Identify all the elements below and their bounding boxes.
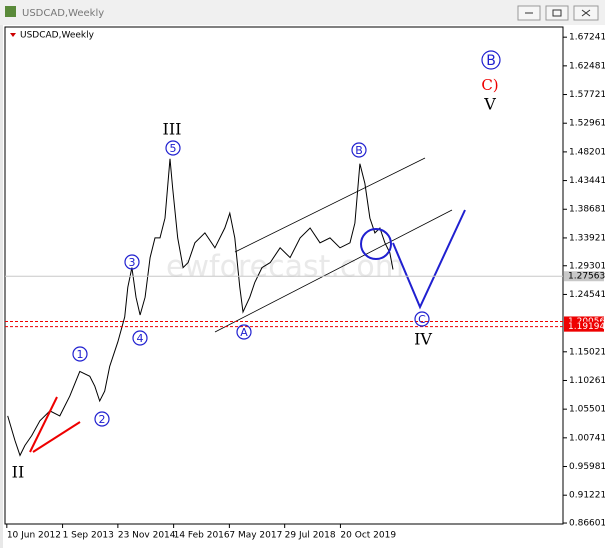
highlight-circle (360, 228, 392, 260)
y-tick-label: 1.00741 (569, 433, 605, 443)
wave-circle (94, 411, 110, 427)
price-level-label: 1.19194 (568, 322, 605, 332)
wave-label: V (483, 95, 496, 114)
maximize-button[interactable] (545, 5, 569, 21)
watermark: ewforecast.com (166, 250, 404, 285)
y-tick-label: 1.15021 (569, 347, 605, 357)
price-level-box (564, 321, 604, 332)
y-tick-label: 0.91221 (569, 491, 605, 501)
x-tick-label: 29 Jul 2018 (285, 531, 336, 541)
symbol-marker (10, 33, 16, 37)
wave-circle (132, 330, 148, 346)
red-trendline (29, 396, 58, 453)
channel-upper (234, 157, 426, 253)
y-tick-label: 0.95981 (569, 462, 605, 472)
wave-circle (351, 142, 367, 158)
wave-label: 4 (137, 332, 144, 345)
plot-frame (4, 26, 564, 525)
wave-label: 1 (77, 348, 84, 361)
wave-label: 2 (99, 413, 106, 426)
wave-label: 5 (170, 142, 177, 155)
y-tick-label: 1.33921 (569, 233, 605, 243)
wave-circle (414, 311, 430, 327)
window-icon (5, 6, 16, 17)
wave-label: C) (481, 76, 498, 94)
red-trendline (32, 421, 81, 453)
wave-label: III (163, 120, 182, 139)
wave-circle (165, 140, 181, 156)
x-tick-label: 23 Nov 2014 (118, 531, 176, 541)
price-level-box (564, 316, 604, 327)
wave-label: IV (414, 330, 432, 349)
y-tick-label: 0.86601 (569, 519, 605, 529)
price-level-box (564, 271, 604, 282)
wave-circle (236, 324, 252, 340)
close-icon (581, 9, 591, 17)
chart-title: USDCAD,Weekly (20, 31, 95, 41)
wave-label: B (355, 144, 363, 157)
x-tick-label: 10 Jun 2012 (7, 531, 61, 541)
window-title: USDCAD,Weekly (22, 8, 104, 19)
wave-circle (481, 50, 501, 70)
wave-label: C (418, 313, 426, 326)
x-tick-label: 14 Feb 2016 (174, 531, 230, 541)
title-bar (0, 0, 605, 25)
y-tick-label: 1.38681 (569, 205, 605, 215)
y-tick-label: 1.29301 (569, 261, 605, 271)
maximize-icon (552, 9, 562, 17)
wave-label: B (486, 53, 496, 69)
y-tick-label: 1.57721 (569, 90, 605, 100)
wave-label: 3 (129, 256, 136, 269)
wave-label: A (240, 326, 248, 339)
wave-circle (72, 346, 88, 362)
price-level-label: 1.27563 (568, 272, 605, 282)
plot (7, 158, 394, 457)
projection-path (392, 209, 466, 310)
x-tick-label: 20 Oct 2019 (340, 531, 396, 541)
y-tick-label: 1.62481 (569, 61, 605, 71)
y-tick-label: 1.48201 (569, 147, 605, 157)
x-tick-label: 1 Sep 2013 (63, 531, 114, 541)
y-tick-label: 1.52961 (569, 119, 605, 129)
x-tick-label: 7 May 2017 (229, 531, 282, 541)
channel-lower (214, 209, 453, 333)
y-tick-label: 1.10261 (569, 376, 605, 386)
wave-label: II (12, 463, 25, 482)
y-tick-label: 1.67241 (569, 33, 605, 43)
wave-circle (124, 254, 140, 270)
y-tick-label: 1.24541 (569, 290, 605, 300)
y-tick-label: 1.43441 (569, 176, 605, 186)
price-line (7, 158, 394, 457)
y-tick-label: 1.05501 (569, 405, 605, 415)
